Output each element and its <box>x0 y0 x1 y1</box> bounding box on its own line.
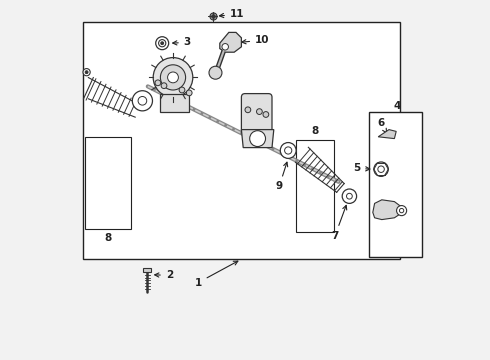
Circle shape <box>159 40 166 47</box>
Circle shape <box>156 37 169 50</box>
Text: 3: 3 <box>172 37 191 48</box>
Circle shape <box>399 208 404 213</box>
Text: 5: 5 <box>353 163 370 174</box>
Polygon shape <box>373 200 402 220</box>
Circle shape <box>179 87 185 93</box>
Polygon shape <box>242 130 274 148</box>
Bar <box>144 268 151 272</box>
Circle shape <box>209 66 222 79</box>
Polygon shape <box>378 130 396 139</box>
Circle shape <box>85 71 88 73</box>
Circle shape <box>155 80 161 86</box>
Bar <box>83 22 400 259</box>
Circle shape <box>161 42 164 45</box>
Circle shape <box>132 91 152 111</box>
Text: 8: 8 <box>104 233 111 243</box>
Circle shape <box>396 206 407 216</box>
Circle shape <box>257 109 262 114</box>
Text: 8: 8 <box>311 126 318 136</box>
Circle shape <box>250 131 266 147</box>
Circle shape <box>342 189 357 203</box>
Circle shape <box>222 44 228 50</box>
Polygon shape <box>220 32 242 52</box>
Bar <box>369 112 422 257</box>
Circle shape <box>374 162 388 176</box>
Text: 9: 9 <box>276 162 288 192</box>
Circle shape <box>153 58 193 97</box>
Text: 7: 7 <box>331 205 347 241</box>
Circle shape <box>160 65 186 90</box>
Bar <box>296 140 334 232</box>
Text: 4: 4 <box>394 101 401 111</box>
Circle shape <box>83 68 90 76</box>
Text: 2: 2 <box>155 270 173 280</box>
Text: 1: 1 <box>195 261 238 288</box>
Circle shape <box>186 90 192 96</box>
FancyBboxPatch shape <box>242 94 272 133</box>
Circle shape <box>285 147 292 154</box>
Circle shape <box>378 166 384 172</box>
Circle shape <box>168 72 178 83</box>
Circle shape <box>280 143 296 158</box>
Text: 11: 11 <box>220 9 245 19</box>
Circle shape <box>263 112 269 117</box>
Text: 6: 6 <box>377 118 387 133</box>
Text: 10: 10 <box>242 35 270 45</box>
Circle shape <box>346 193 352 199</box>
Circle shape <box>161 83 167 89</box>
Bar <box>85 137 131 229</box>
Polygon shape <box>160 94 189 112</box>
Circle shape <box>138 96 147 105</box>
Circle shape <box>245 107 251 113</box>
